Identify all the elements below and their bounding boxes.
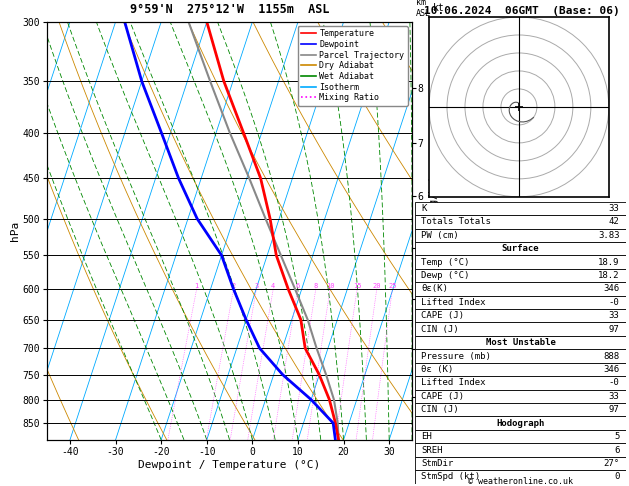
Bar [415,255,626,269]
Text: CAPE (J): CAPE (J) [421,312,464,320]
Bar [415,349,626,363]
Text: 9°59'N  275°12'W  1155m  ASL: 9°59'N 275°12'W 1155m ASL [130,3,330,16]
Text: 3.83: 3.83 [598,231,620,240]
Legend: Temperature, Dewpoint, Parcel Trajectory, Dry Adiabat, Wet Adiabat, Isotherm, Mi: Temperature, Dewpoint, Parcel Trajectory… [298,26,408,105]
Text: 1: 1 [194,283,199,289]
Bar [415,390,626,403]
Text: -0: -0 [609,379,620,387]
Text: 5: 5 [614,432,620,441]
Bar [415,228,626,242]
Text: 4: 4 [271,283,276,289]
Text: Totals Totals: Totals Totals [421,217,491,226]
Text: 33: 33 [609,392,620,401]
X-axis label: Dewpoint / Temperature (°C): Dewpoint / Temperature (°C) [138,460,321,469]
Bar [415,242,626,255]
Bar [415,202,626,215]
Text: Pressure (mb): Pressure (mb) [421,351,491,361]
Text: CIN (J): CIN (J) [421,325,459,334]
Bar [415,309,626,323]
Text: Dewp (°C): Dewp (°C) [421,271,470,280]
Text: 3: 3 [254,283,259,289]
Bar [415,215,626,228]
Text: StmSpd (kt): StmSpd (kt) [421,472,481,481]
Text: -0: -0 [609,298,620,307]
Text: EH: EH [421,432,432,441]
Text: Lifted Index: Lifted Index [421,379,486,387]
Text: Lifted Index: Lifted Index [421,298,486,307]
Bar [415,282,626,295]
Text: CAPE (J): CAPE (J) [421,392,464,401]
Text: 25: 25 [388,283,397,289]
Bar [415,430,626,443]
Text: LCL: LCL [416,435,431,444]
Text: SREH: SREH [421,446,443,454]
Text: StmDir: StmDir [421,459,454,468]
Text: 6: 6 [296,283,300,289]
Text: PW (cm): PW (cm) [421,231,459,240]
Text: 20: 20 [372,283,381,289]
Text: 888: 888 [603,351,620,361]
Text: 346: 346 [603,365,620,374]
Text: 18.9: 18.9 [598,258,620,267]
Text: 97: 97 [609,405,620,414]
Bar [415,443,626,457]
Bar [415,295,626,309]
Bar [415,470,626,484]
Text: 10.06.2024  06GMT  (Base: 06): 10.06.2024 06GMT (Base: 06) [424,6,620,16]
Text: 97: 97 [609,325,620,334]
Bar [415,336,626,349]
Bar [415,363,626,376]
Y-axis label: hPa: hPa [10,221,20,241]
Text: 0: 0 [614,472,620,481]
Text: Most Unstable: Most Unstable [486,338,555,347]
Text: θε(K): θε(K) [421,284,448,294]
Text: 33: 33 [609,312,620,320]
Text: Surface: Surface [502,244,539,253]
Bar [415,417,626,430]
Text: Temp (°C): Temp (°C) [421,258,470,267]
Text: K: K [421,204,427,213]
Text: 42: 42 [609,217,620,226]
Bar [415,403,626,417]
Text: CIN (J): CIN (J) [421,405,459,414]
Text: 2: 2 [231,283,236,289]
Bar [415,269,626,282]
Bar [415,457,626,470]
Text: 18.2: 18.2 [598,271,620,280]
Text: 6: 6 [614,446,620,454]
Text: 27°: 27° [603,459,620,468]
Text: 8: 8 [314,283,318,289]
Text: θε (K): θε (K) [421,365,454,374]
Bar [415,323,626,336]
Text: Hodograph: Hodograph [496,418,545,428]
Text: 346: 346 [603,284,620,294]
Text: 15: 15 [353,283,361,289]
Y-axis label: Mixing Ratio (g/kg): Mixing Ratio (g/kg) [429,175,439,287]
Text: kt: kt [433,3,444,14]
Text: 33: 33 [609,204,620,213]
Bar [415,376,626,390]
Text: 10: 10 [326,283,335,289]
Text: © weatheronline.co.uk: © weatheronline.co.uk [468,477,573,486]
Text: km
ASL: km ASL [416,0,431,17]
